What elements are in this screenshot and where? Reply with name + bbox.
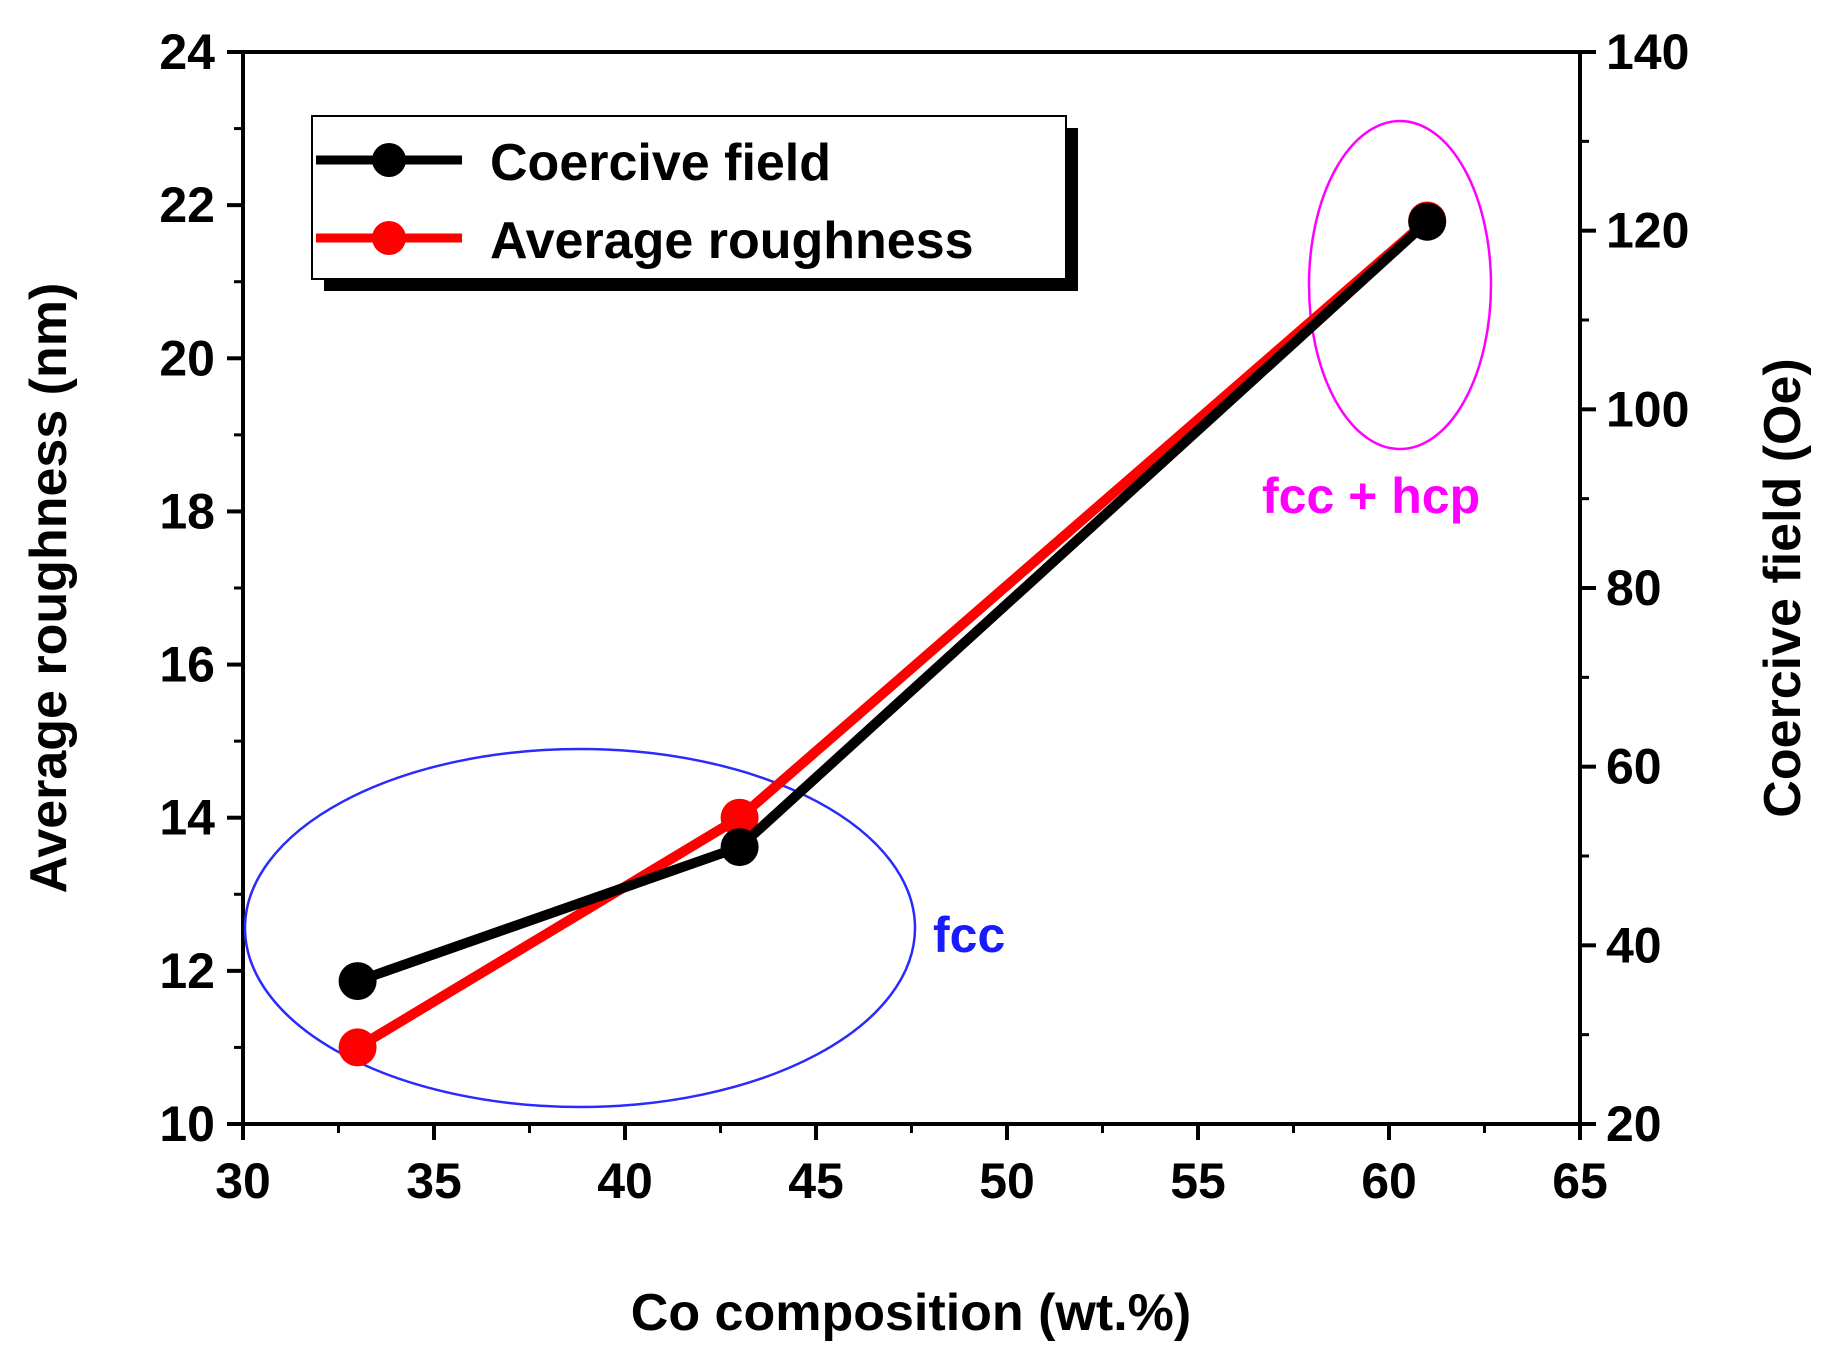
data-point-average-roughness [720, 798, 759, 837]
left-tick-label: 18 [159, 483, 215, 539]
left-axis-ticks: 10 12 14 16 18 20 22 24 [159, 24, 243, 1152]
data-point-coercive-field [720, 828, 759, 867]
left-tick-label: 16 [159, 637, 215, 693]
right-tick-label: 120 [1606, 203, 1689, 259]
left-tick-label: 24 [159, 24, 215, 80]
left-tick-label: 12 [159, 943, 215, 999]
left-tick-label: 22 [159, 177, 215, 233]
x-tick-label: 45 [788, 1153, 844, 1209]
annotation-fcc: fcc [933, 907, 1005, 963]
x-tick-label: 65 [1552, 1153, 1608, 1209]
legend-label-roughness: Average roughness [490, 212, 974, 270]
right-tick-label: 100 [1606, 381, 1689, 437]
x-axis-title: Co composition (wt.%) [631, 1284, 1191, 1342]
series-layer [338, 201, 1447, 1067]
legend-marker-coercive [372, 143, 406, 177]
legend-box [311, 115, 1067, 280]
right-axis-title: Coercive field (Oe) [1754, 358, 1812, 817]
data-point-coercive-field [338, 962, 377, 1001]
data-point-average-roughness [338, 1028, 377, 1067]
fcc-hcp-ellipse [1307, 119, 1493, 451]
x-tick-label: 35 [406, 1153, 462, 1209]
x-axis-ticks: 30 35 40 45 50 55 60 65 [215, 1124, 1608, 1209]
x-tick-label: 30 [215, 1153, 271, 1209]
fcc-ellipse [243, 747, 917, 1109]
right-tick-label: 40 [1606, 917, 1662, 973]
right-tick-label: 20 [1606, 1096, 1662, 1152]
left-tick-label: 10 [159, 1096, 215, 1152]
left-axis-title: Average roughness (nm) [20, 283, 78, 894]
x-tick-label: 40 [597, 1153, 653, 1209]
left-tick-label: 14 [159, 790, 215, 846]
x-tick-label: 60 [1361, 1153, 1417, 1209]
series-line-coercive-field [355, 218, 1431, 986]
legend: Coercive field Average roughness [311, 115, 1078, 291]
legend-marker-roughness [372, 221, 406, 255]
data-point-coercive-field [1408, 202, 1447, 241]
legend-label-coercive: Coercive field [490, 134, 831, 192]
right-tick-label: 80 [1606, 560, 1662, 616]
x-tick-label: 50 [979, 1153, 1035, 1209]
x-tick-label: 55 [1170, 1153, 1226, 1209]
right-tick-label: 60 [1606, 739, 1662, 795]
right-axis-ticks: 20 40 60 80 100 120 140 [1580, 24, 1689, 1152]
right-tick-label: 140 [1606, 24, 1689, 80]
left-tick-label: 20 [159, 330, 215, 386]
annotation-fcc-hcp: fcc + hcp [1262, 468, 1480, 524]
